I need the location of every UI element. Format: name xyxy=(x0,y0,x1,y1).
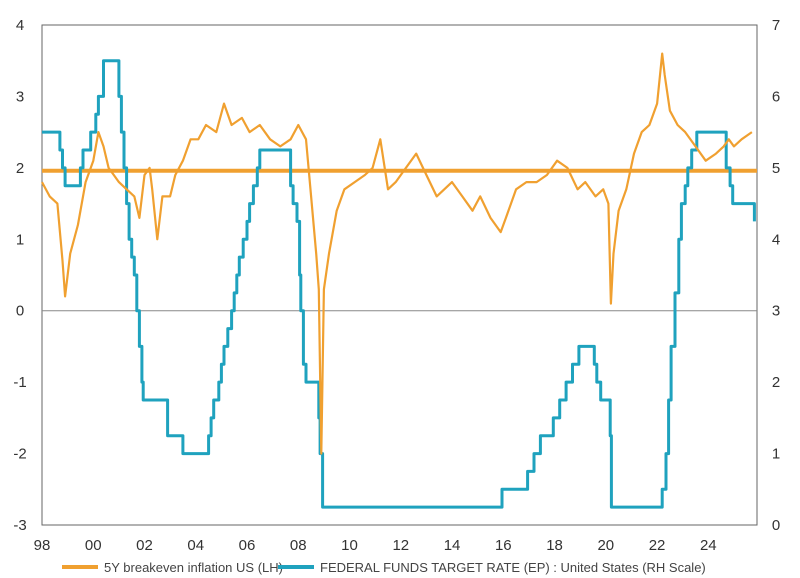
plot-border xyxy=(41,24,758,526)
x-axis-ticks: 98 00 02 04 06 08 10 12 14 16 18 20 22 24 xyxy=(34,537,717,554)
right-tick-label: 0 xyxy=(772,517,780,534)
x-tick-label: 24 xyxy=(700,537,717,554)
right-tick-label: 1 xyxy=(772,446,780,463)
legend-label-breakeven: 5Y breakeven inflation US (LH) xyxy=(104,560,283,575)
x-tick-label: 04 xyxy=(187,537,204,554)
reference-lines xyxy=(42,168,757,312)
x-tick-label: 20 xyxy=(597,537,614,554)
right-axis-ticks: 7 6 5 4 3 2 1 0 xyxy=(772,17,780,534)
legend-label-fed-funds: FEDERAL FUNDS TARGET RATE (EP) : United … xyxy=(320,560,706,575)
right-tick-label: 6 xyxy=(772,88,780,105)
left-tick-label: 2 xyxy=(16,160,24,177)
x-tick-label: 98 xyxy=(34,537,51,554)
plot-frame xyxy=(41,24,758,526)
right-tick-label: 5 xyxy=(772,160,780,177)
right-tick-label: 2 xyxy=(772,374,780,391)
legend: 5Y breakeven inflation US (LH) FEDERAL F… xyxy=(62,560,706,575)
right-tick-label: 7 xyxy=(772,17,780,34)
x-tick-label: 10 xyxy=(341,537,358,554)
left-axis-ticks: 4 3 2 1 0 -1 -2 -3 xyxy=(13,17,26,534)
x-tick-label: 22 xyxy=(649,537,666,554)
x-tick-label: 14 xyxy=(444,537,461,554)
x-tick-label: 18 xyxy=(546,537,563,554)
x-tick-label: 12 xyxy=(392,537,409,554)
left-tick-label: -3 xyxy=(13,517,26,534)
right-tick-label: 3 xyxy=(772,303,780,320)
right-tick-label: 4 xyxy=(772,231,780,248)
left-tick-label: 4 xyxy=(16,17,24,34)
x-tick-label: 16 xyxy=(495,537,512,554)
breakeven-line xyxy=(41,52,753,455)
left-tick-label: -1 xyxy=(13,374,26,391)
left-tick-label: 0 xyxy=(16,303,24,320)
left-tick-label: -2 xyxy=(13,446,26,463)
x-tick-label: 00 xyxy=(85,537,102,554)
x-tick-label: 02 xyxy=(136,537,153,554)
series-layer xyxy=(41,52,756,509)
x-tick-label: 08 xyxy=(290,537,307,554)
left-tick-label: 1 xyxy=(16,231,24,248)
fed-funds-line xyxy=(42,59,756,509)
left-tick-label: 3 xyxy=(16,88,24,105)
x-tick-label: 06 xyxy=(239,537,256,554)
